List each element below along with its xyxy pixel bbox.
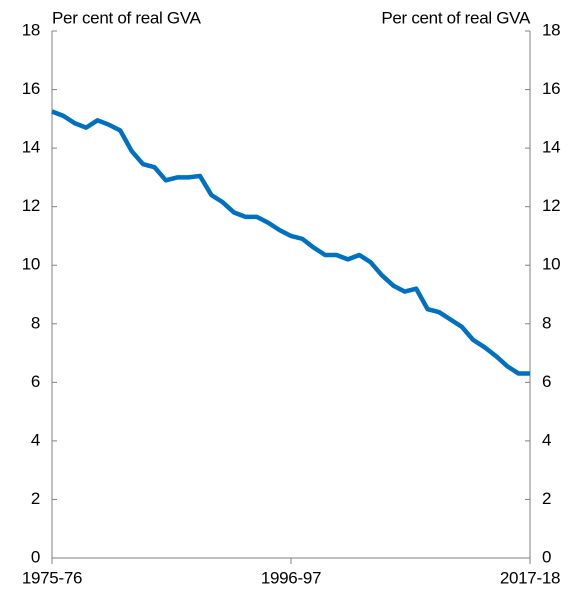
y-tick-label: 4 [31,430,40,449]
y2-tick-label: 0 [542,547,551,566]
y-axis-title: Per cent of real GVA [52,8,202,27]
y-tick-label: 16 [22,79,40,98]
y2-tick-label: 2 [542,489,551,508]
x-tick-label: 2017-18 [500,568,560,587]
y-tick-label: 10 [22,255,40,274]
y-tick-label: 8 [31,313,40,332]
y-tick-label: 12 [22,196,40,215]
y2-tick-label: 10 [542,255,560,274]
y-tick-label: 18 [22,20,40,39]
y2-tick-label: 14 [542,138,560,157]
y-tick-label: 2 [31,489,40,508]
y2-tick-label: 6 [542,372,551,391]
y-tick-label: 6 [31,372,40,391]
y2-tick-label: 18 [542,20,560,39]
x-tick-label: 1996-97 [261,568,321,587]
y2-tick-label: 4 [542,430,551,449]
y-tick-label: 14 [22,138,40,157]
y2-tick-label: 8 [542,313,551,332]
y2-tick-label: 12 [542,196,560,215]
y-tick-label: 0 [31,547,40,566]
y2-tick-label: 16 [542,79,560,98]
x-tick-label: 1975-76 [22,568,82,587]
data-line [51,109,530,376]
y2-axis-title: Per cent of real GVA [381,8,531,27]
